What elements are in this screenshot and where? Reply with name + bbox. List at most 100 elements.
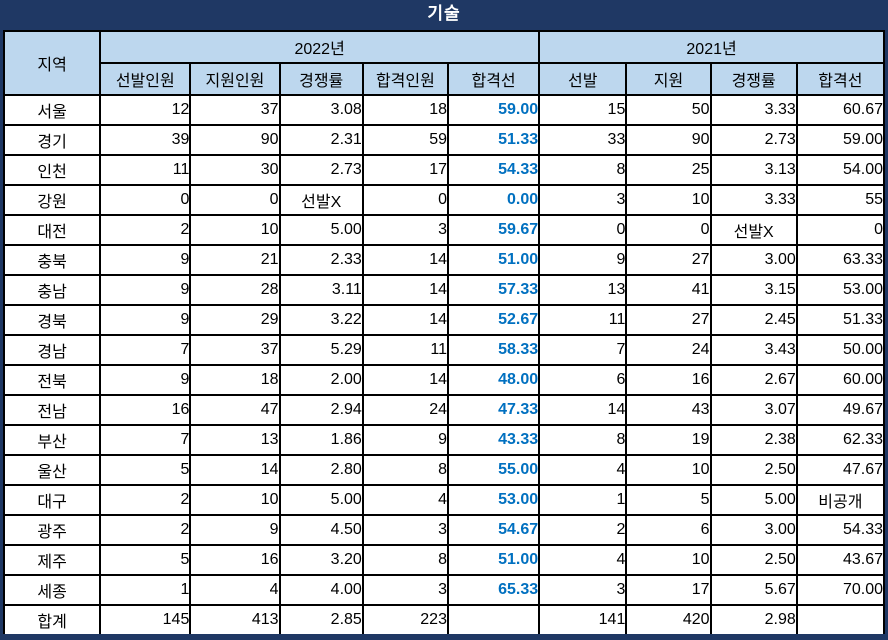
value-cell: 17 <box>625 574 712 606</box>
value-cell: 3.15 <box>709 274 798 306</box>
region-cell: 인천 <box>3 154 102 186</box>
value-cell: 27 <box>625 244 712 276</box>
table-body: 서울 12 37 3.08 18 59.00 15 50 3.33 60.67 경기 39 90 2.31… <box>3 94 885 634</box>
value-cell: 28 <box>189 274 281 306</box>
value-cell: 5.00 <box>709 484 798 516</box>
header-region: 지역 <box>3 30 102 96</box>
value-cell: 70.00 <box>795 574 885 606</box>
value-cell: 21 <box>189 244 281 276</box>
value-cell: 19 <box>625 424 712 456</box>
value-cell: 5 <box>99 544 192 576</box>
value-cell: 47.33 <box>446 394 541 426</box>
header-2022-cutoff: 합격선 <box>446 62 541 96</box>
value-cell: 3.20 <box>278 544 364 576</box>
value-cell: 37 <box>189 94 281 126</box>
table-row: 울산 5 14 2.80 8 55.00 4 10 2.50 47.67 <box>3 454 885 486</box>
value-cell: 2.73 <box>709 124 798 156</box>
value-cell: 8 <box>538 424 628 456</box>
value-cell: 2.45 <box>709 304 798 336</box>
value-cell: 4.00 <box>278 574 364 606</box>
table-row: 서울 12 37 3.08 18 59.00 15 50 3.33 60.67 <box>3 94 885 126</box>
table-row: 인천 11 30 2.73 17 54.33 8 25 3.13 54.00 <box>3 154 885 186</box>
value-cell: 8 <box>361 454 449 486</box>
value-cell: 선발X <box>278 184 364 216</box>
value-cell: 54.00 <box>795 154 885 186</box>
value-cell: 3.11 <box>278 274 364 306</box>
value-cell: 2.00 <box>278 364 364 396</box>
header-row-metrics: 선발인원 지원인원 경쟁률 합격인원 합격선 선발 지원 경쟁률 합격선 <box>4 62 885 96</box>
value-cell: 2.31 <box>278 124 364 156</box>
region-cell: 전북 <box>3 364 102 396</box>
value-cell: 51.00 <box>446 244 541 276</box>
value-cell <box>446 604 541 634</box>
value-cell: 51.33 <box>446 124 541 156</box>
value-cell: 223 <box>361 604 449 634</box>
value-cell: 16 <box>189 544 281 576</box>
value-cell: 9 <box>99 364 192 396</box>
region-cell: 충남 <box>3 274 102 306</box>
value-cell: 62.33 <box>795 424 885 456</box>
value-cell: 43 <box>625 394 712 426</box>
value-cell: 58.33 <box>446 334 541 366</box>
value-cell: 63.33 <box>795 244 885 276</box>
header-2021-cutoff: 합격선 <box>795 62 885 96</box>
value-cell: 10 <box>189 214 281 246</box>
value-cell: 2.50 <box>709 544 798 576</box>
value-cell: 5 <box>99 454 192 486</box>
value-cell: 4 <box>538 454 628 486</box>
value-cell: 413 <box>189 604 281 634</box>
value-cell: 55 <box>795 184 885 216</box>
value-cell: 54.33 <box>795 514 885 546</box>
value-cell: 16 <box>99 394 192 426</box>
value-cell: 55.00 <box>446 454 541 486</box>
value-cell: 16 <box>625 364 712 396</box>
table-row: 충북 9 21 2.33 14 51.00 9 27 3.00 63.33 <box>3 244 885 276</box>
value-cell: 9 <box>99 304 192 336</box>
value-cell: 11 <box>99 154 192 186</box>
value-cell: 9 <box>99 274 192 306</box>
value-cell: 3.33 <box>709 184 798 216</box>
region-cell: 울산 <box>3 454 102 486</box>
value-cell: 24 <box>625 334 712 366</box>
value-cell: 7 <box>99 334 192 366</box>
value-cell: 8 <box>538 154 628 186</box>
value-cell: 9 <box>361 424 449 456</box>
region-cell: 광주 <box>3 514 102 546</box>
value-cell: 52.67 <box>446 304 541 336</box>
table-row: 부산 7 13 1.86 9 43.33 8 19 2.38 62.33 <box>3 424 885 456</box>
value-cell: 10 <box>189 484 281 516</box>
value-cell: 43.33 <box>446 424 541 456</box>
region-cell: 경남 <box>3 334 102 366</box>
value-cell: 60.67 <box>795 94 885 126</box>
region-cell: 전남 <box>3 394 102 426</box>
value-cell: 59 <box>361 124 449 156</box>
value-cell: 65.33 <box>446 574 541 606</box>
region-cell: 대구 <box>3 484 102 516</box>
value-cell: 6 <box>538 364 628 396</box>
table-row: 경남 7 37 5.29 11 58.33 7 24 3.43 50.00 <box>3 334 885 366</box>
value-cell: 4.50 <box>278 514 364 546</box>
value-cell: 5.67 <box>709 574 798 606</box>
value-cell: 2.67 <box>709 364 798 396</box>
header-2022-applied: 지원인원 <box>189 62 281 96</box>
value-cell: 18 <box>189 364 281 396</box>
value-cell: 5.29 <box>278 334 364 366</box>
table-row: 광주 2 9 4.50 3 54.67 2 6 3.00 54.33 <box>3 514 885 546</box>
value-cell: 13 <box>189 424 281 456</box>
value-cell: 0 <box>625 214 712 246</box>
value-cell: 2.80 <box>278 454 364 486</box>
table-row: 강원 0 0 선발X 0 0.00 3 10 3.33 55 <box>3 184 885 216</box>
value-cell: 3 <box>361 514 449 546</box>
value-cell: 2 <box>99 214 192 246</box>
value-cell: 27 <box>625 304 712 336</box>
header-year-2022: 2022년 <box>99 30 541 64</box>
value-cell: 3 <box>538 184 628 216</box>
value-cell: 2 <box>99 484 192 516</box>
value-cell: 59.67 <box>446 214 541 246</box>
value-cell: 3 <box>361 214 449 246</box>
value-cell: 145 <box>99 604 192 634</box>
value-cell: 90 <box>625 124 712 156</box>
table-row: 대전 2 10 5.00 3 59.67 0 0 선발X 0 <box>3 214 885 246</box>
value-cell: 0 <box>189 184 281 216</box>
value-cell: 41 <box>625 274 712 306</box>
